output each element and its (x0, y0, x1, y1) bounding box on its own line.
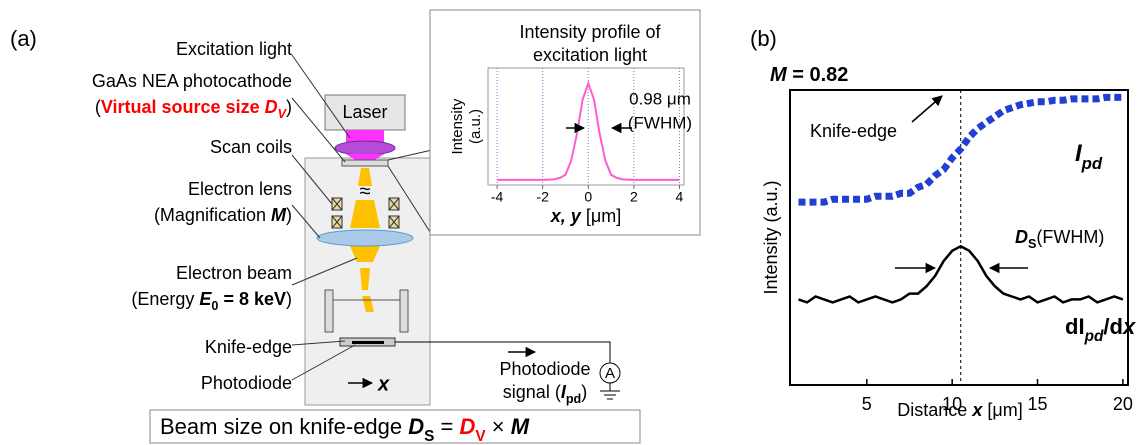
stage-post (400, 290, 408, 332)
text-part: x, y (550, 206, 582, 226)
x-tick-label: -4 (491, 189, 504, 205)
label: Knife-edge (205, 337, 292, 357)
photocathode (342, 160, 388, 166)
label: GaAs NEA photocathode (92, 71, 292, 91)
label: Electron lens (188, 179, 292, 199)
text-part: x (1122, 314, 1136, 339)
annotation-arrow (912, 96, 942, 122)
text-part: S (424, 428, 434, 445)
x-tick-label: 0 (584, 189, 592, 205)
annotation: DS(FWHM) (1015, 227, 1104, 252)
text-part: D (408, 414, 424, 439)
label: Scan coils (210, 137, 292, 157)
laser-label: Laser (342, 102, 387, 122)
annotation: Knife-edge (810, 121, 897, 141)
text-part: ) (581, 382, 587, 402)
chart-title: Intensity profile of (519, 22, 661, 42)
x-tick-label: 15 (1028, 394, 1048, 414)
annotation: 0.98 μm (629, 89, 691, 108)
chart-title: excitation light (533, 45, 647, 65)
panel-label: (b) (750, 26, 777, 51)
label: Photodiode (201, 373, 292, 393)
x-label: Distance x [μm] (897, 400, 1022, 420)
text-part: ) (286, 97, 292, 117)
text-part: = 8 keV (218, 289, 286, 309)
y-label: Intensity (449, 98, 466, 154)
text-part: (FWHM) (1036, 227, 1104, 247)
text-part: ) (286, 289, 292, 309)
text-part: Distance (897, 400, 972, 420)
text-part: (Energy (131, 289, 199, 309)
label: (Magnification M) (154, 205, 292, 225)
electron-lens (317, 230, 413, 246)
photodiode (352, 341, 384, 344)
y-label: Intensity (a.u.) (761, 180, 781, 294)
axis-label: x (377, 373, 390, 395)
text-part: [μm] (982, 400, 1022, 420)
text-part: signal ( (503, 382, 561, 402)
text-part: M (271, 205, 287, 225)
wave-mark: ≈ (360, 180, 371, 202)
text-part: dI (1065, 314, 1085, 339)
x-label: x, y [μm] (550, 206, 621, 226)
ammeter-label: A (605, 365, 615, 382)
x-tick-label: -2 (536, 189, 549, 205)
text-part: pd (1081, 154, 1103, 173)
text-part: pd (1084, 328, 1104, 345)
text-part: D (265, 97, 278, 117)
figure: ≈ (a)Excitation lightGaAs NEA photoc (0, 0, 1142, 445)
text-part: M (770, 64, 788, 86)
signal-label: signal (Ipd) (503, 382, 587, 407)
chart-title: M = 0.82 (770, 64, 848, 86)
x-tick-label: 4 (676, 189, 684, 205)
x-tick-label: 2 (630, 189, 638, 205)
optic-lens (335, 141, 395, 155)
text-part: M (511, 414, 530, 439)
label: (Energy E0 = 8 keV) (131, 289, 292, 314)
label: Electron beam (176, 263, 292, 283)
text-part: [μm] (581, 206, 621, 226)
label: Excitation light (176, 39, 292, 59)
text-part: S (1028, 237, 1036, 251)
legend-label: Ipd (1075, 140, 1103, 173)
x-tick-label: 5 (862, 394, 872, 414)
text-part: (Magnification (154, 205, 271, 225)
label: (Virtual source size DV) (95, 97, 292, 122)
text-part: Virtual source size (101, 97, 265, 117)
text-part: = (434, 414, 459, 439)
signal-label: Photodiode (499, 359, 590, 379)
text-part: D (460, 414, 476, 439)
laser-beam (346, 130, 384, 142)
text-part: × (486, 414, 511, 439)
stage-post (325, 290, 333, 332)
annotation: (FWHM) (628, 113, 692, 132)
text-part: = 0.82 (787, 64, 849, 86)
text-part: D (1015, 227, 1028, 247)
panel-label: (a) (10, 26, 37, 51)
text-part: Beam size on knife-edge (160, 414, 408, 439)
text-part: /d (1103, 314, 1123, 339)
ground (600, 383, 620, 399)
x-tick-label: 20 (1113, 394, 1133, 414)
text-part: ) (286, 205, 292, 225)
text-part: 0 (211, 299, 218, 313)
legend-label: dIpd/dx (1065, 314, 1136, 345)
text-part: pd (566, 392, 581, 406)
y-label: (a.u.) (467, 109, 484, 144)
